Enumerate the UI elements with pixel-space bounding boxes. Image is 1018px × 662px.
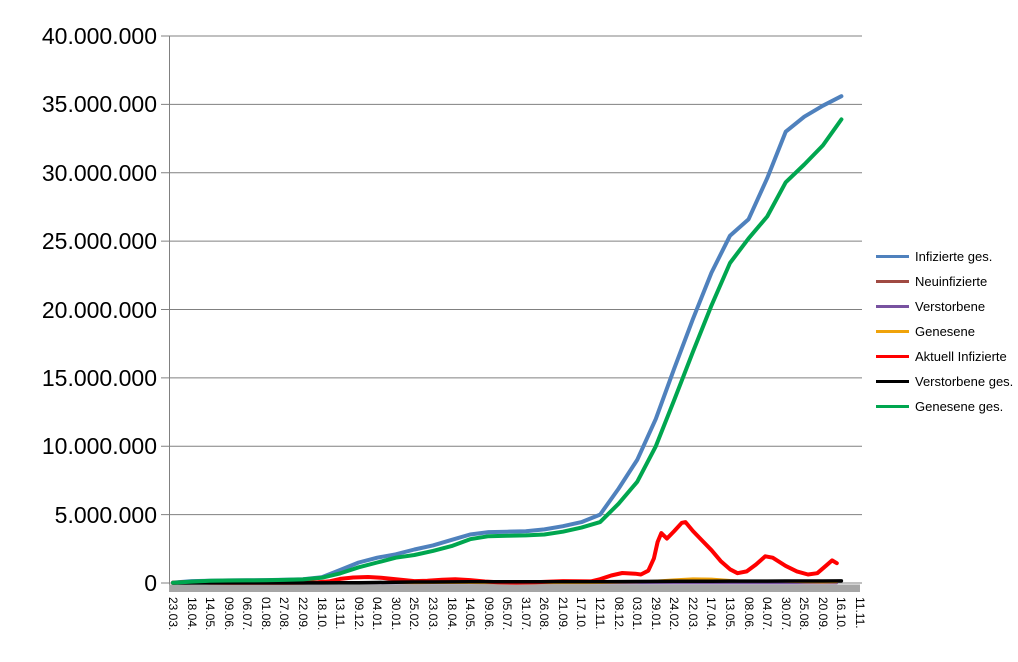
legend-swatch xyxy=(876,255,909,258)
legend-label: Neuinfizierte xyxy=(915,274,988,289)
x-tick-label: 08.06. xyxy=(741,597,756,631)
x-tick-label: 13.05. xyxy=(723,597,738,631)
x-tick-label: 09.06. xyxy=(481,597,496,631)
x-tick-label: 09.12. xyxy=(351,597,366,631)
x-tick-label: 25.08. xyxy=(797,597,812,631)
legend-item: Infizierte ges. xyxy=(876,244,1013,269)
x-tick-label: 31.07. xyxy=(518,597,533,631)
y-tick-label: 25.000.000 xyxy=(41,228,157,255)
y-tick-label: 40.000.000 xyxy=(41,23,157,49)
y-tick-label: 10.000.000 xyxy=(41,433,157,460)
x-tick-label: 13.11. xyxy=(333,597,348,630)
legend-item: Verstorbene xyxy=(876,294,1013,319)
x-tick-label: 21.09. xyxy=(555,597,570,631)
series-line-verstorbene-ges xyxy=(171,579,844,585)
x-tick-label: 18.04. xyxy=(184,597,199,631)
y-tick-label: 35.000.000 xyxy=(41,91,157,118)
legend-item: Genesene ges. xyxy=(876,394,1013,419)
x-tick-label: 06.07. xyxy=(240,597,255,631)
y-tick-label: 30.000.000 xyxy=(41,159,157,186)
legend-swatch xyxy=(876,330,909,333)
legend-label: Verstorbene xyxy=(915,299,986,314)
legend-swatch xyxy=(876,405,909,408)
series-line-genesene-ges xyxy=(171,117,844,585)
y-tick-label: 5.000.000 xyxy=(54,501,157,528)
legend-label: Genesene ges. xyxy=(915,399,1004,414)
y-tick-label: 0 xyxy=(144,570,157,596)
x-tick-label: 16.10. xyxy=(834,597,849,631)
x-tick-label: 27.08. xyxy=(277,597,292,631)
x-tick-label: 11.11. xyxy=(853,597,867,629)
x-tick-label: 30.07. xyxy=(778,597,793,631)
legend-item: Verstorbene ges. xyxy=(876,369,1013,394)
x-tick-label: 08.12. xyxy=(611,597,626,631)
x-tick-label: 12.11. xyxy=(593,597,608,630)
legend-swatch xyxy=(876,380,909,383)
x-tick-label: 23.03. xyxy=(166,597,180,631)
x-tick-label: 01.08. xyxy=(258,597,273,631)
x-tick-label: 14.05. xyxy=(463,597,478,631)
x-tick-label: 29.01. xyxy=(648,597,663,631)
x-tick-label: 17.10. xyxy=(574,597,589,631)
x-tick-label: 18.10. xyxy=(314,597,329,631)
x-tick-label: 26.08. xyxy=(537,597,552,631)
legend-item: Aktuell Infizierte xyxy=(876,344,1013,369)
legend-swatch xyxy=(876,355,909,358)
legend-label: Infizierte ges. xyxy=(915,249,993,264)
x-axis-bar xyxy=(169,584,860,592)
legend-swatch xyxy=(876,280,909,283)
x-tick-label: 20.09. xyxy=(815,597,830,631)
x-tick-label: 05.07. xyxy=(500,597,515,631)
x-tick-label: 30.01. xyxy=(388,597,403,631)
x-tick-label: 04.07. xyxy=(760,597,775,631)
x-tick-label: 23.03. xyxy=(425,597,440,631)
x-tick-label: 04.01. xyxy=(370,597,385,631)
legend-item: Genesene xyxy=(876,319,1013,344)
legend-item: Neuinfizierte xyxy=(876,269,1013,294)
legend-label: Aktuell Infizierte xyxy=(915,349,1007,364)
legend: Infizierte ges. Neuinfizierte Verstorbene G… xyxy=(876,244,1013,419)
x-tick-label: 22.09. xyxy=(295,597,310,631)
x-tick-label: 09.06. xyxy=(221,597,236,631)
legend-label: Verstorbene ges. xyxy=(915,374,1014,389)
x-tick-label: 25.02. xyxy=(407,597,422,631)
series-line-infizierte-ges xyxy=(171,94,844,585)
x-tick-label: 17.04. xyxy=(704,597,719,631)
y-tick-label: 15.000.000 xyxy=(41,364,157,391)
x-tick-label: 22.03. xyxy=(685,597,700,631)
x-tick-label: 18.04. xyxy=(444,597,459,631)
x-tick-label: 03.01. xyxy=(630,597,645,631)
legend-swatch xyxy=(876,305,909,308)
y-tick-label: 20.000.000 xyxy=(41,296,157,323)
legend-label: Genesene xyxy=(915,324,975,339)
x-tick-label: 24.02. xyxy=(667,597,682,631)
x-tick-label: 14.05. xyxy=(203,597,218,631)
